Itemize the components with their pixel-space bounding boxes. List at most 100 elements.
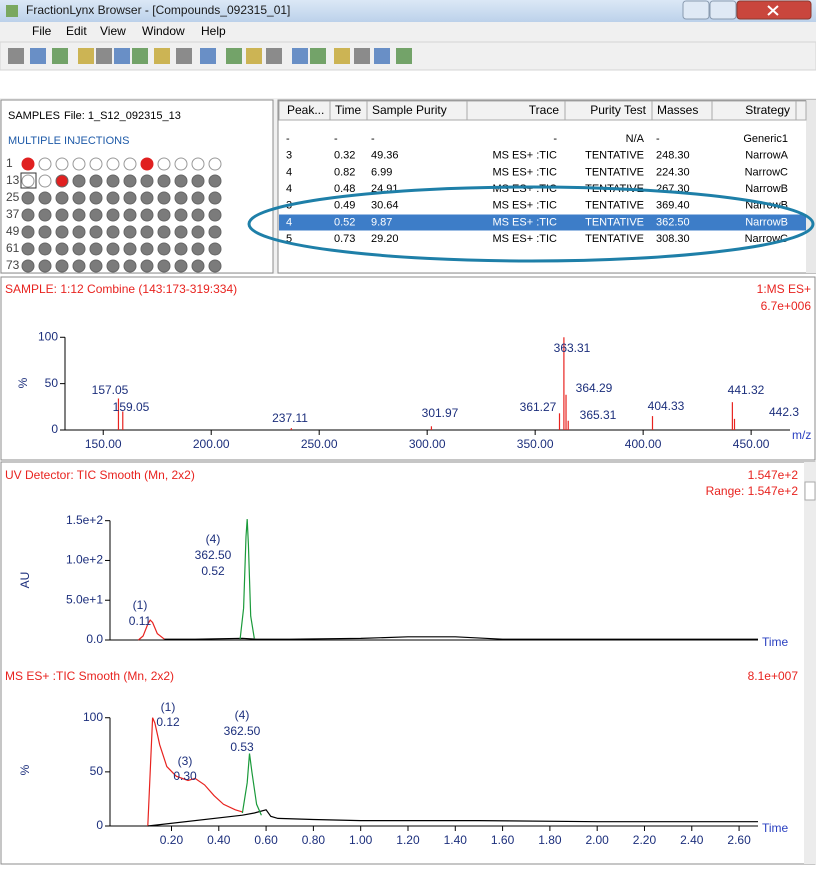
toolbar-button[interactable] <box>374 48 390 64</box>
table-cell[interactable]: - <box>656 133 660 145</box>
toolbar-button[interactable] <box>226 48 242 64</box>
sample-well[interactable] <box>106 225 120 239</box>
table-cell[interactable]: 0.49 <box>334 200 355 212</box>
table-cell[interactable]: TENTATIVE <box>585 200 644 212</box>
table-cell[interactable]: NarrowB <box>745 216 788 228</box>
table-cell[interactable]: NarrowB <box>745 183 788 195</box>
sample-well[interactable] <box>140 191 154 205</box>
sample-well[interactable] <box>89 242 103 256</box>
table-cell[interactable]: 4 <box>286 166 292 178</box>
table-cell[interactable]: 308.30 <box>656 233 690 245</box>
table-cell[interactable]: 5 <box>286 233 292 245</box>
sample-well[interactable] <box>123 242 137 256</box>
toolbar-button[interactable] <box>96 48 112 64</box>
sample-well[interactable] <box>72 208 86 222</box>
column-header[interactable]: Time <box>335 103 362 117</box>
sample-well[interactable] <box>38 174 52 188</box>
sample-well[interactable] <box>55 259 69 273</box>
column-header[interactable]: Trace <box>529 103 560 117</box>
toolbar-button[interactable] <box>132 48 148 64</box>
sample-well[interactable] <box>140 225 154 239</box>
sample-well[interactable] <box>191 157 205 171</box>
sample-well[interactable] <box>89 191 103 205</box>
toolbar-button[interactable] <box>334 48 350 64</box>
sample-well[interactable] <box>89 174 103 188</box>
sample-well[interactable] <box>38 259 52 273</box>
toolbar-button[interactable] <box>176 48 192 64</box>
sample-well[interactable] <box>55 174 69 188</box>
table-cell[interactable]: 0.32 <box>334 150 355 162</box>
sample-well[interactable] <box>174 242 188 256</box>
sample-well[interactable] <box>106 242 120 256</box>
sample-well[interactable] <box>89 208 103 222</box>
sample-well[interactable] <box>55 157 69 171</box>
sample-well[interactable] <box>21 208 35 222</box>
sample-well[interactable] <box>174 259 188 273</box>
sample-well[interactable] <box>106 208 120 222</box>
sample-well[interactable] <box>208 225 222 239</box>
table-cell[interactable]: TENTATIVE <box>585 150 644 162</box>
sample-well[interactable] <box>38 225 52 239</box>
table-cell[interactable]: TENTATIVE <box>585 233 644 245</box>
table-cell[interactable]: MS ES+ :TIC <box>493 216 558 228</box>
table-cell[interactable]: 30.64 <box>371 200 399 212</box>
table-cell[interactable]: NarrowA <box>745 150 788 162</box>
table-cell[interactable]: 0.82 <box>334 166 355 178</box>
sample-well[interactable] <box>208 174 222 188</box>
sample-well[interactable] <box>123 208 137 222</box>
menu-item[interactable]: Help <box>201 24 226 38</box>
toolbar-button[interactable] <box>8 48 24 64</box>
sample-well[interactable] <box>191 174 205 188</box>
sample-well[interactable] <box>21 191 35 205</box>
column-header[interactable]: Peak... <box>287 103 324 117</box>
table-scrollbar[interactable] <box>806 100 816 273</box>
sample-well[interactable] <box>89 225 103 239</box>
sample-well[interactable] <box>38 157 52 171</box>
sample-well[interactable] <box>140 242 154 256</box>
sample-well[interactable] <box>55 242 69 256</box>
sample-well[interactable] <box>55 191 69 205</box>
table-cell[interactable]: N/A <box>626 133 645 145</box>
sample-well[interactable] <box>123 259 137 273</box>
sample-well[interactable] <box>38 208 52 222</box>
sample-well[interactable] <box>72 259 86 273</box>
table-cell[interactable]: 0.52 <box>334 216 355 228</box>
sample-well[interactable] <box>208 242 222 256</box>
table-cell[interactable]: - <box>553 133 557 145</box>
sample-well[interactable] <box>55 225 69 239</box>
sample-well[interactable] <box>208 208 222 222</box>
sample-well[interactable] <box>123 157 137 171</box>
sample-well[interactable] <box>140 259 154 273</box>
minimize-button[interactable] <box>682 0 710 20</box>
sample-well[interactable] <box>89 157 103 171</box>
table-cell[interactable]: MS ES+ :TIC <box>493 233 558 245</box>
maximize-button[interactable] <box>709 0 737 20</box>
sample-well[interactable] <box>157 157 171 171</box>
sample-well[interactable] <box>55 208 69 222</box>
sample-well[interactable] <box>106 259 120 273</box>
table-cell[interactable]: 29.20 <box>371 233 399 245</box>
toolbar-button[interactable] <box>30 48 46 64</box>
sample-well[interactable] <box>89 259 103 273</box>
table-cell[interactable]: 0.48 <box>334 183 355 195</box>
sample-well[interactable] <box>72 174 86 188</box>
table-cell[interactable]: MS ES+ :TIC <box>493 200 558 212</box>
toolbar-button[interactable] <box>354 48 370 64</box>
menu-item[interactable]: File <box>32 24 52 38</box>
toolbar-button[interactable] <box>396 48 412 64</box>
table-cell[interactable]: 9.87 <box>371 216 392 228</box>
sample-well[interactable] <box>21 157 35 171</box>
sample-well[interactable] <box>72 157 86 171</box>
sample-well[interactable] <box>140 157 154 171</box>
toolbar-button[interactable] <box>292 48 308 64</box>
toolbar-button[interactable] <box>310 48 326 64</box>
scroll-thumb[interactable] <box>804 481 816 501</box>
table-cell[interactable]: 369.40 <box>656 200 690 212</box>
table-cell[interactable]: TENTATIVE <box>585 166 644 178</box>
sample-well[interactable] <box>140 174 154 188</box>
table-cell[interactable]: Generic1 <box>743 133 788 145</box>
table-cell[interactable]: TENTATIVE <box>585 216 644 228</box>
sample-well[interactable] <box>157 242 171 256</box>
sample-well[interactable] <box>140 208 154 222</box>
toolbar-button[interactable] <box>266 48 282 64</box>
